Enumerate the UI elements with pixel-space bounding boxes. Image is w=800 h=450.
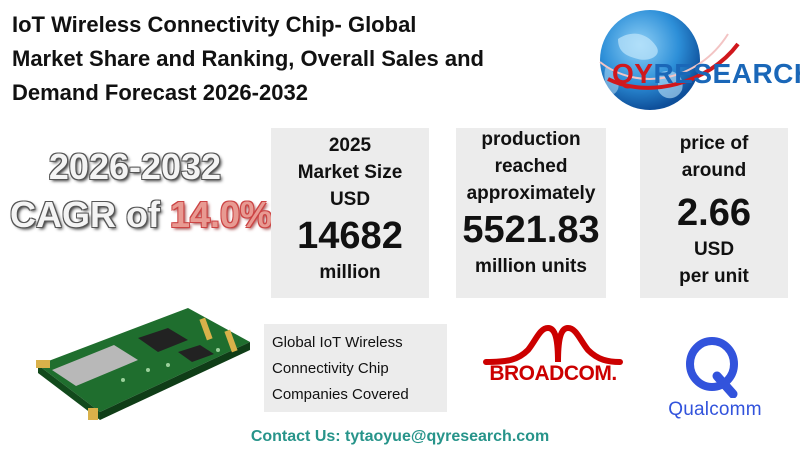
price-unit: per unit (640, 263, 788, 290)
cagr-years: 2026-2032 (20, 145, 250, 189)
price-label-1: price of (640, 130, 788, 157)
broadcom-wordmark: BROADCOM. (478, 362, 628, 386)
market-size-year: 2025 (271, 132, 429, 159)
price-label-2: around (640, 157, 788, 184)
production-label-1: production (456, 126, 606, 153)
companies-line-2: Connectivity Chip (272, 356, 439, 382)
cagr-label: CAGR of (10, 194, 170, 235)
logo-research: RESEARCH (653, 58, 800, 89)
cagr-value: 14.0% (170, 194, 272, 235)
companies-line-3: Companies Covered (272, 382, 439, 408)
logo-qy: QY (612, 58, 653, 89)
qualcomm-q-icon (683, 336, 741, 398)
market-size-label: Market Size (271, 159, 429, 186)
price-box: price of around 2.66 USD per unit (640, 128, 788, 298)
contact-line: Contact Us: tytaoyue@qyresearch.com (0, 428, 800, 446)
market-size-box: 2025 Market Size USD 14682 million (271, 128, 429, 298)
qualcomm-wordmark: Qualcomm (660, 399, 770, 421)
production-label-2: reached (456, 153, 606, 180)
production-label-3: approximately (456, 180, 606, 207)
companies-covered-box: Global IoT Wireless Connectivity Chip Co… (264, 324, 447, 412)
page-title: IoT Wireless Connectivity Chip- Global M… (12, 8, 582, 110)
production-value: 5521.83 (456, 207, 606, 253)
title-line-2: Market Share and Ranking, Overall Sales … (12, 42, 582, 76)
circuit-board-image (28, 290, 258, 430)
market-size-value: 14682 (271, 213, 429, 259)
cagr-line: CAGR of 14.0% (10, 193, 265, 237)
price-value: 2.66 (640, 190, 788, 236)
broadcom-logo-icon (478, 320, 628, 400)
production-box: production reached approximately 5521.83… (456, 128, 606, 298)
title-line-3: Demand Forecast 2026-2032 (12, 76, 582, 110)
logo-wordmark: QYRESEARCH (612, 58, 800, 90)
production-unit: million units (456, 253, 606, 280)
companies-line-1: Global IoT Wireless (272, 330, 439, 356)
title-line-1: IoT Wireless Connectivity Chip- Global (12, 8, 582, 42)
market-size-unit: million (271, 259, 429, 286)
price-currency: USD (640, 236, 788, 263)
market-size-currency: USD (271, 186, 429, 213)
